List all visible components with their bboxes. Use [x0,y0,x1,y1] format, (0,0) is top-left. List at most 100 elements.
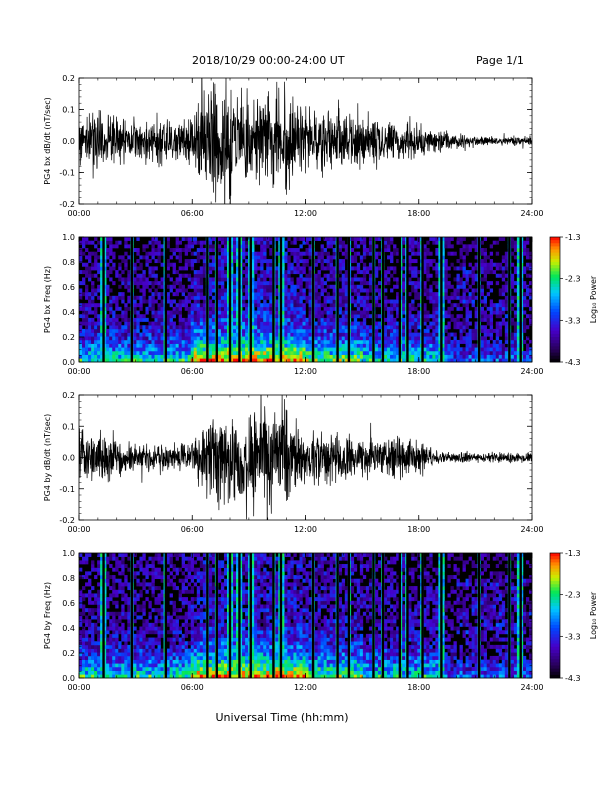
heatmap-cell [217,288,222,293]
heatmap-cell [94,343,98,348]
heatmap-cell [97,582,101,587]
heatmap-cell [109,597,113,602]
heatmap-cell [320,255,324,260]
heatmap-cell [166,273,170,278]
heatmap-cell [226,336,231,341]
heatmap-cell [441,332,445,337]
heatmap-cell [82,619,86,624]
heatmap-cell [230,299,234,304]
heatmap-cell [115,339,119,344]
heatmap-cell [145,255,149,260]
heatmap-cell [320,292,324,297]
heatmap-cell [305,248,309,253]
heatmap-cell [239,310,243,315]
heatmap-cell [148,303,152,308]
heatmap-cell [121,325,125,330]
heatmap-cell [350,288,355,293]
heatmap-cell [88,593,92,598]
heatmap-cell [426,248,430,253]
heatmap-cell [287,325,291,330]
heatmap-cell [344,332,349,337]
heatmap-cell [356,262,361,267]
heatmap-cell [498,328,503,333]
heatmap-cell [160,325,164,330]
heatmap-cell [169,354,173,359]
heatmap-cell [390,347,394,352]
heatmap-cell [157,251,161,256]
heatmap-cell [263,343,267,348]
heatmap-cell [504,347,509,352]
heatmap-cell [441,240,445,245]
heatmap-cell [483,270,487,275]
colorbar-swatch [550,340,560,344]
heatmap-cell [423,339,427,344]
heatmap-cell [516,277,521,282]
heatmap-cell [480,292,484,297]
heatmap-cell [115,354,119,359]
heatmap-cell [223,288,228,293]
heatmap-cell [242,347,246,352]
heatmap-cell [257,354,261,359]
heatmap-cell [91,567,95,572]
heatmap-cell [254,266,258,271]
heatmap-cell [293,343,297,348]
heatmap-cell [426,288,430,293]
heatmap-cell [178,358,182,363]
heatmap-cell [489,288,494,293]
heatmap-cell [97,317,101,322]
heatmap-cell [124,332,128,337]
colorbar-swatch [550,283,560,288]
heatmap-cell [263,339,267,344]
heatmap-cell [151,347,155,352]
heatmap-cell [263,328,267,333]
heatmap-cell [269,259,273,264]
heatmap-cell [178,336,182,341]
heatmap-cell [408,347,412,352]
heatmap-cell [522,295,527,300]
heatmap-cell [94,310,98,315]
heatmap-cell [359,288,364,293]
heatmap-cell [438,288,442,293]
heatmap-cell [417,310,421,315]
heatmap-cell [208,240,213,245]
heatmap-cell [223,244,228,249]
heatmap-cell [154,332,158,337]
heatmap-cell [353,273,358,278]
heatmap-cell [196,350,201,355]
heatmap-cell [353,277,358,282]
heatmap-cell [260,251,264,256]
heatmap-cell [154,277,158,282]
heatmap-cell [435,317,439,322]
heatmap-cell [402,332,406,337]
heatmap-cell [432,303,436,308]
heatmap-cell [154,314,158,319]
heatmap-cell [356,284,361,289]
heatmap-cell [341,277,346,282]
heatmap-cell [109,306,113,311]
heatmap-cell [483,273,487,278]
heatmap-cell [199,347,204,352]
heatmap-cell [226,292,231,297]
heatmap-cell [441,262,445,267]
heatmap-cell [160,244,164,249]
heatmap-cell [230,358,234,363]
heatmap-cell [287,277,291,282]
heatmap-cell [338,277,343,282]
heatmap-cell [450,350,454,355]
heatmap-cell [208,288,213,293]
heatmap-cell [85,237,89,241]
heatmap-cell [323,321,327,326]
heatmap-cell [242,288,246,293]
heatmap-cell [106,611,110,616]
heatmap-cell [82,641,86,646]
heatmap-cell [82,328,86,333]
heatmap-cell [226,277,231,282]
heatmap-cell [426,343,430,348]
heatmap-cell [362,303,367,308]
heatmap-cell [226,347,231,352]
heatmap-cell [528,262,533,267]
heatmap-cell [486,343,491,348]
heatmap-cell [353,332,358,337]
heatmap-cell [308,248,312,253]
heatmap-cell [504,339,509,344]
